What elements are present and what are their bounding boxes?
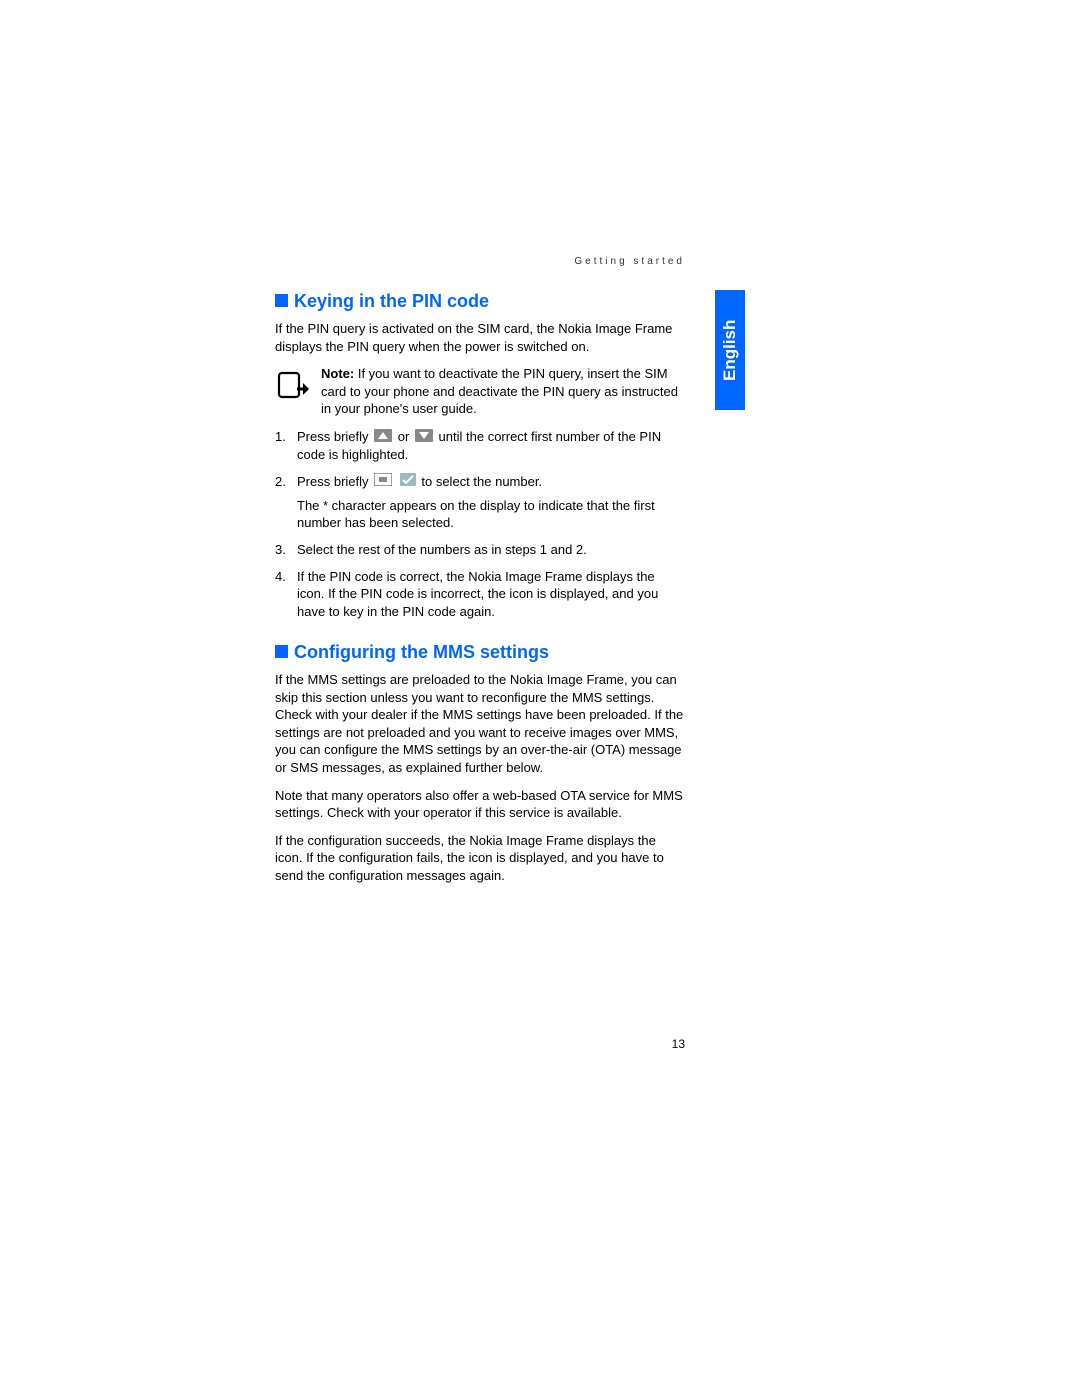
note-body: If you want to deactivate the PIN query,… <box>321 366 678 416</box>
step-text: to select the number. <box>418 474 542 489</box>
step-text: Press briefly <box>297 429 372 444</box>
step-text: Press briefly <box>297 474 372 489</box>
note-icon <box>275 367 311 403</box>
document-page: Getting started Keying in the PIN code I… <box>275 256 685 894</box>
step-item: Press briefly to select the number. The … <box>275 473 685 532</box>
section-heading-pin: Keying in the PIN code <box>275 291 685 312</box>
section-mms: Configuring the MMS settings If the MMS … <box>275 642 685 884</box>
select-button-icon <box>374 473 392 491</box>
step-item: Select the rest of the numbers as in ste… <box>275 541 685 559</box>
heading-text: Configuring the MMS settings <box>294 642 549 662</box>
page-number: 13 <box>275 1037 685 1051</box>
check-icon <box>400 473 416 491</box>
note-block: Note: If you want to deactivate the PIN … <box>275 365 685 418</box>
step-item: Press briefly or until the correct first… <box>275 428 685 464</box>
running-header: Getting started <box>275 256 685 267</box>
note-label: Note: <box>321 366 354 381</box>
square-bullet-icon <box>275 294 288 307</box>
body-paragraph: If the configuration succeeds, the Nokia… <box>275 832 685 885</box>
note-text: Note: If you want to deactivate the PIN … <box>321 365 685 418</box>
heading-text: Keying in the PIN code <box>294 291 489 311</box>
section-heading-mms: Configuring the MMS settings <box>275 642 685 663</box>
up-arrow-icon <box>374 429 392 447</box>
body-paragraph: Note that many operators also offer a we… <box>275 787 685 822</box>
intro-paragraph: If the PIN query is activated on the SIM… <box>275 320 685 355</box>
step-sub-paragraph: The * character appears on the display t… <box>297 497 685 532</box>
square-bullet-icon <box>275 645 288 658</box>
step-item: If the PIN code is correct, the Nokia Im… <box>275 568 685 621</box>
steps-list: Press briefly or until the correct first… <box>275 428 685 620</box>
step-text: or <box>394 429 413 444</box>
body-paragraph: If the MMS settings are preloaded to the… <box>275 671 685 776</box>
language-tab: English <box>715 290 745 410</box>
down-arrow-icon <box>415 429 433 447</box>
